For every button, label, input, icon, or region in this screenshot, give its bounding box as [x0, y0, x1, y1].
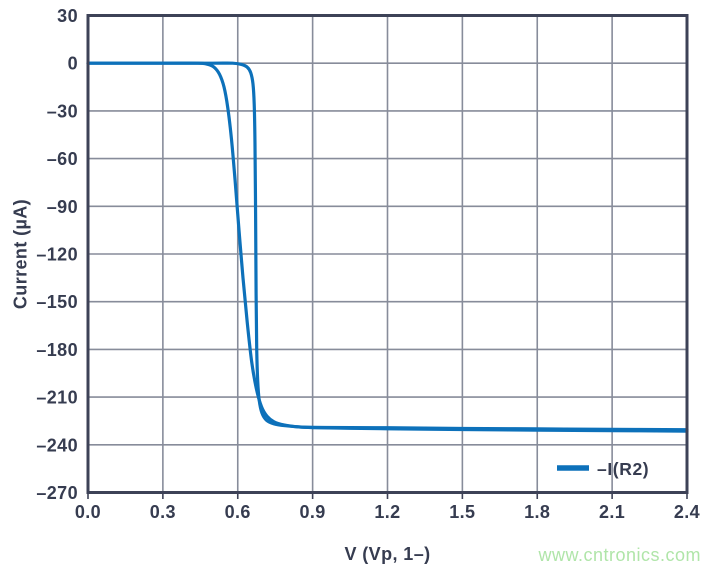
x-tick-label: 1.2 — [374, 502, 400, 522]
x-tick-label: 0.6 — [225, 502, 251, 522]
y-tick-label: –90 — [47, 197, 78, 217]
y-tick-label: –120 — [36, 245, 78, 265]
x-tick-label: 0.9 — [300, 502, 326, 522]
x-tick-label: 1.8 — [524, 502, 550, 522]
x-tick-label: 1.5 — [449, 502, 475, 522]
y-tick-label: 0 — [68, 54, 78, 74]
watermark: www.cntronics.com — [538, 545, 701, 565]
y-tick-label: –60 — [47, 149, 78, 169]
y-axis-title: Current (µA) — [10, 198, 31, 310]
y-tick-label: –270 — [36, 483, 78, 503]
legend-label: –I(R2) — [597, 459, 649, 479]
y-tick-label: –240 — [36, 435, 78, 455]
y-tick-label: –180 — [36, 340, 78, 360]
x-tick-label: 0.0 — [75, 502, 101, 522]
y-tick-label: 30 — [57, 6, 78, 26]
x-tick-label: 2.1 — [599, 502, 625, 522]
y-tick-label: –210 — [36, 388, 78, 408]
plot-frame — [86, 14, 689, 494]
curve-sweep — [86, 61, 689, 432]
y-tick-label: –150 — [36, 292, 78, 312]
x-axis-title: V (Vp, 1–) — [344, 544, 431, 564]
x-tick-label: 0.3 — [150, 502, 176, 522]
y-tick-label: –30 — [47, 101, 78, 121]
x-tick-label: 2.4 — [674, 502, 700, 522]
